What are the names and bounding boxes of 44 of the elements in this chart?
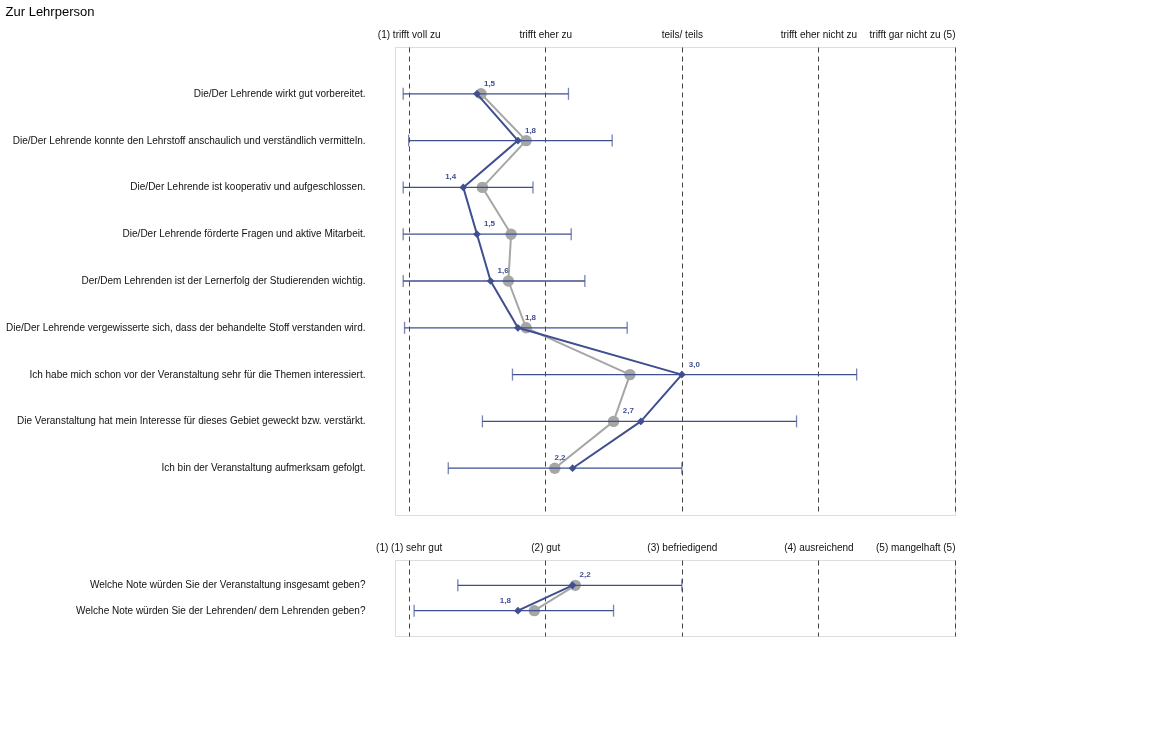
point [459,183,468,192]
x-tick-label: (4) ausreichend [784,541,854,553]
point [486,277,495,285]
point [514,136,522,145]
y-tick-label: Der/Dem Lehrenden ist der Lernerfolg der Studierenden wichtig. [81,275,366,286]
point [677,370,686,379]
x-tick-label: (2) gut [531,541,561,553]
data-label: 1,4 [445,172,457,182]
data-label: 1,8 [524,312,537,322]
data-label: 1,8 [524,125,537,135]
y-tick-label: Die/Der Lehrende konnte den Lehrstoff anschaulich und verständlich vermitteln. [12,134,366,146]
x-tick-label: trifft eher nicht zu [780,28,858,40]
x-tick-label: (3) befriedigend [647,541,718,553]
y-tick-label: Welche Note würden Sie der Lehrenden/ dem Lehrenden geben? [76,604,366,616]
y-tick-label: Die/Der Lehrende wirkt gut vorbereitet. [193,87,366,99]
y-tick-label: Die/Der Lehrende förderte Fragen und aktive Mitarbeit. [122,228,366,240]
y-tick-label: Welche Note würden Sie der Veranstaltung insgesamt geben? [89,579,366,591]
y-tick-label: Die Veranstaltung hat mein Interesse für dieses Gebiet geweckt bzw. verstärkt. [16,415,366,427]
data-label: 2,2 [579,570,592,580]
data-label: 1,5 [483,219,496,229]
x-tick-label: (5) mangelhaft (5) [876,541,956,553]
data-label: 1,6 [497,266,510,275]
point [514,323,522,332]
point [514,606,522,615]
data-label: 1,5 [483,78,496,88]
y-tick-label: Die/Der Lehrende ist kooperativ und aufgeschlossen. [130,181,366,193]
x-tick-label: (1) trifft voll zu [377,28,441,40]
data-label: 2,2 [554,453,567,463]
x-tick-label: teils/ teils [661,28,703,40]
y-tick-label: Ich bin der Veranstaltung aufmerksam gefolgt. [161,462,366,474]
point [473,89,481,98]
y-tick-label: Die/Der Lehrende vergewisserte sich, dass der behandelte Stoff verstanden wird. [6,321,366,333]
point [568,464,577,473]
point [473,230,481,239]
x-tick-label: (1) (1) sehr gut [376,541,443,553]
text: Zur Lehrperson [5,4,95,19]
x-tick-label: trifft eher zu [519,28,573,40]
y-tick-label: Ich habe mich schon vor der Veranstaltung sehr für die Themen interessiert. [29,368,366,380]
x-tick-label: trifft gar nicht zu (5) [869,28,956,40]
point [568,581,577,590]
data-label: 3,0 [688,359,701,369]
data-label: 2,7 [622,406,635,416]
point [636,417,645,426]
data-label: 1,8 [499,595,512,605]
